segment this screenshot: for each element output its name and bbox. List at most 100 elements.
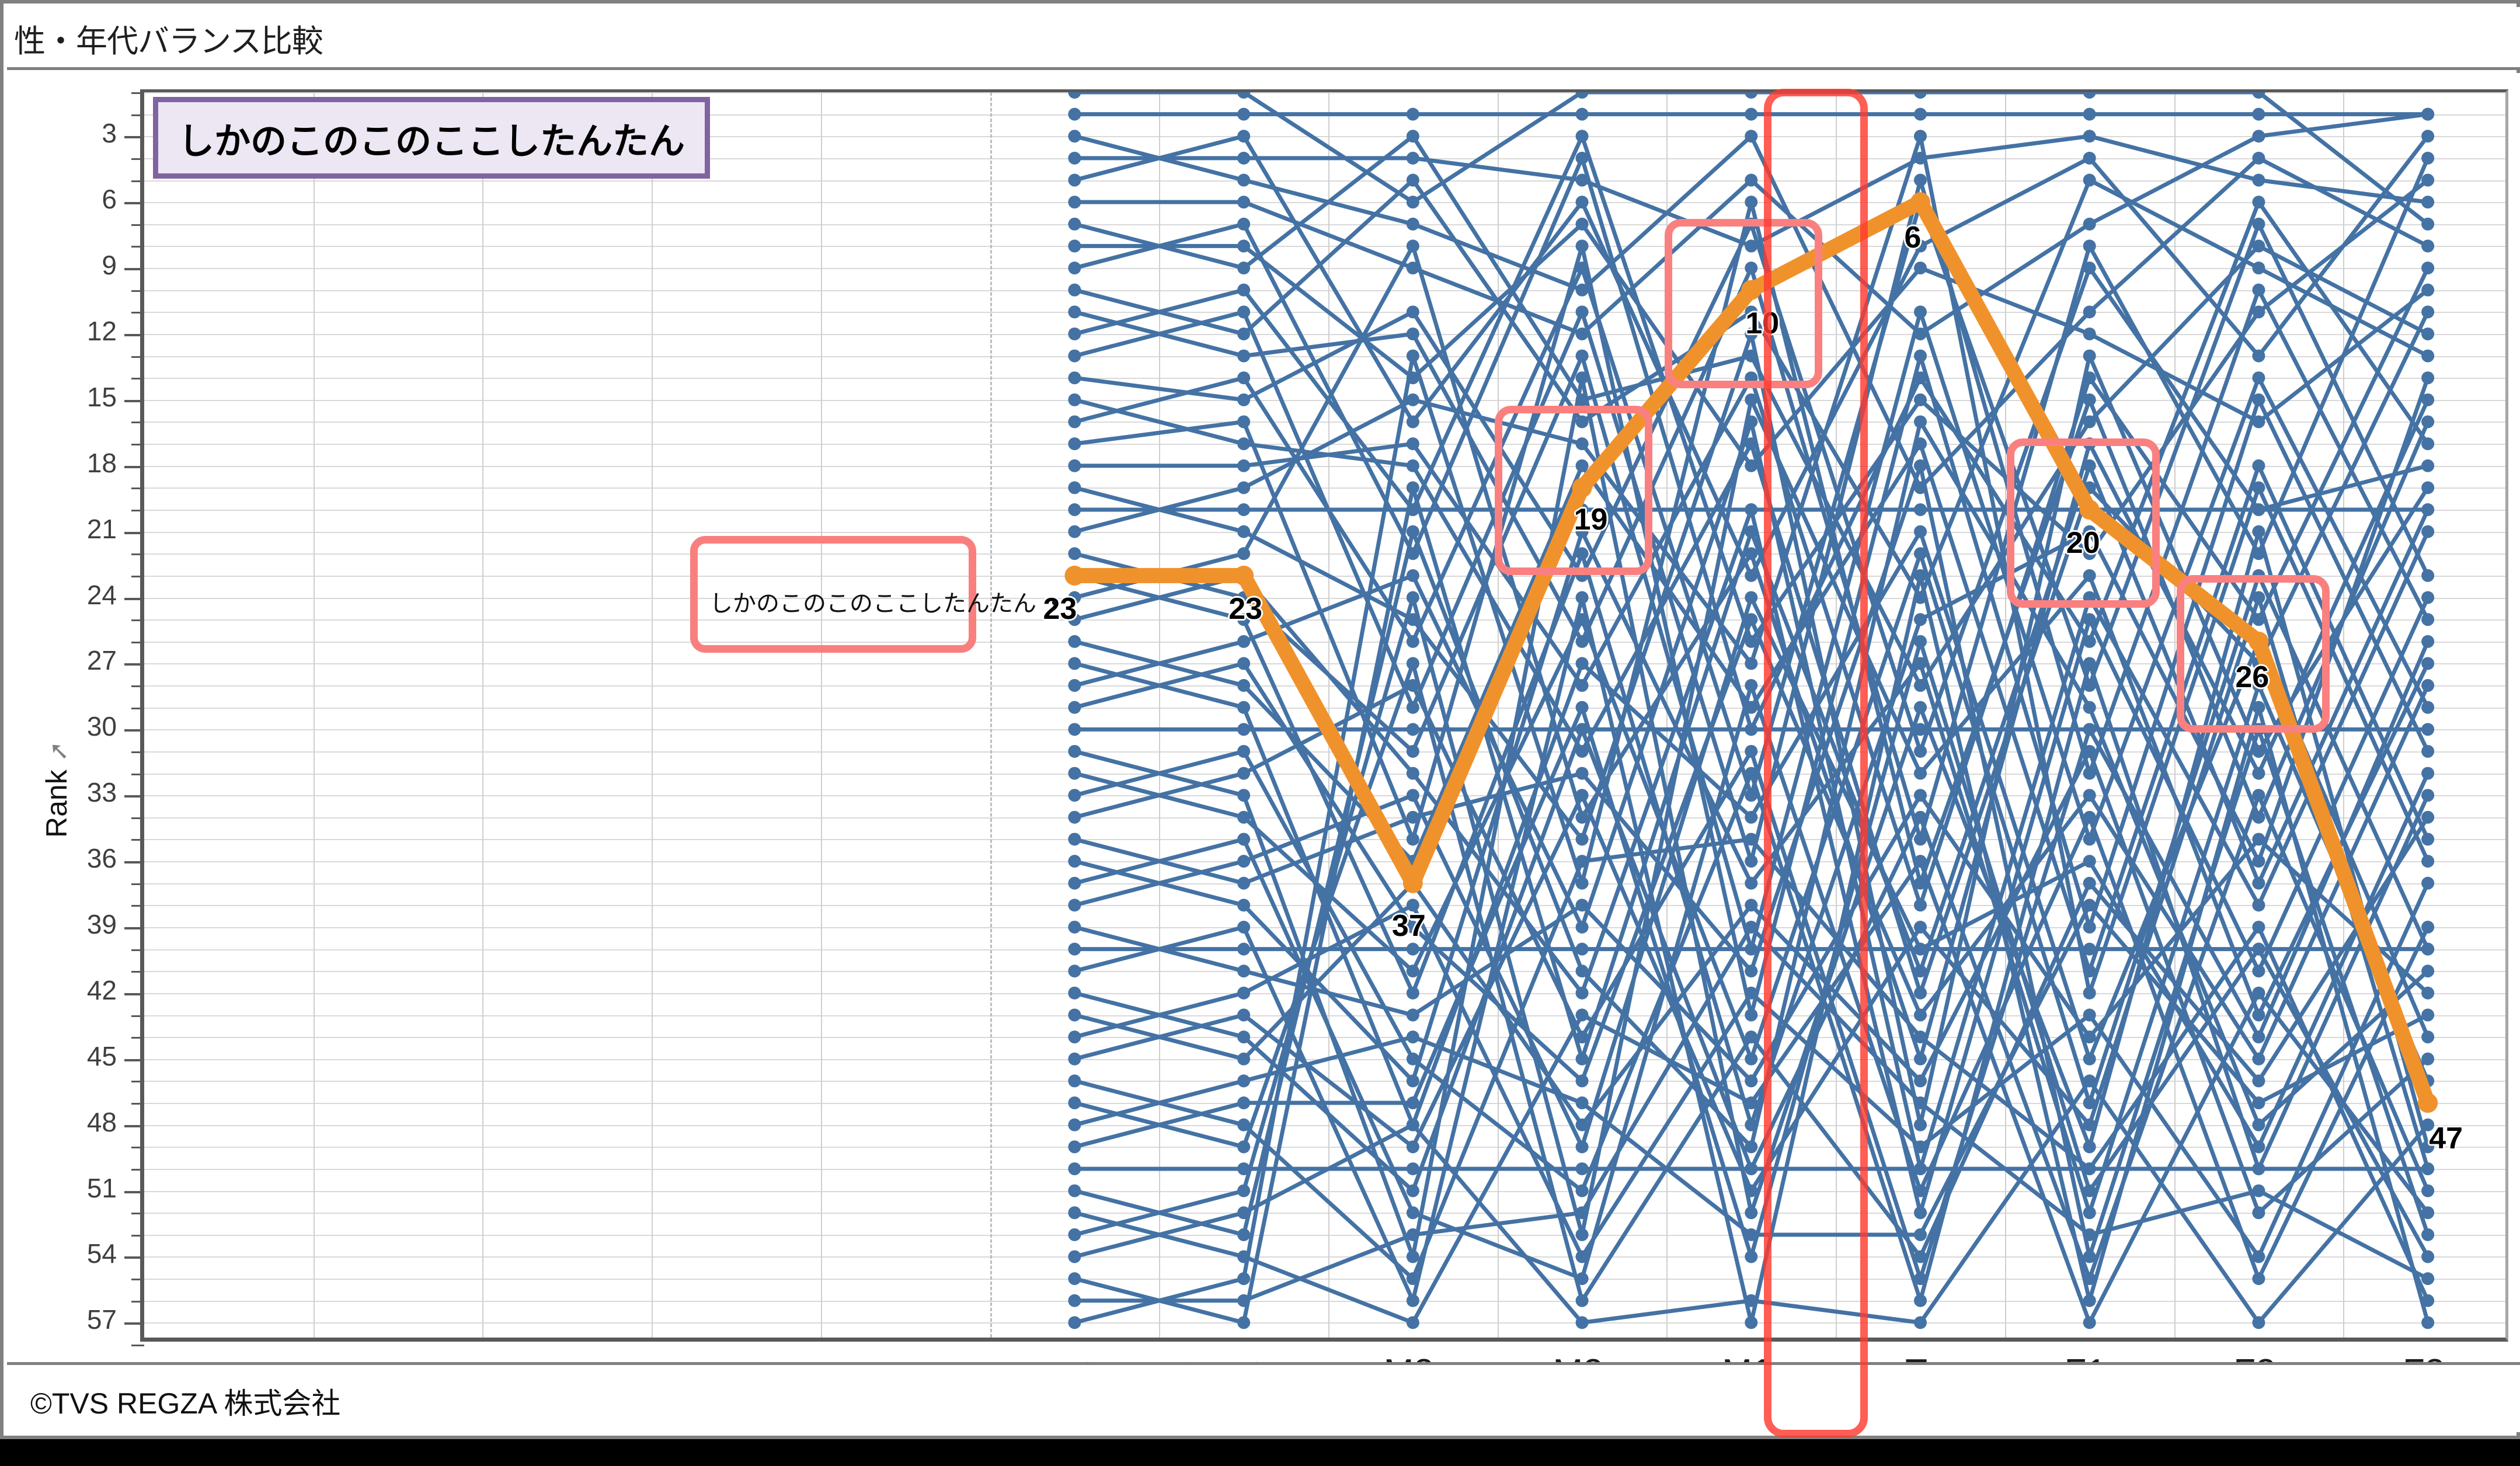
series-lines-svg	[1064, 92, 2438, 1329]
background-series-marker	[2083, 1030, 2096, 1044]
highlight-series-marker	[1741, 280, 1762, 300]
background-series-marker	[1745, 327, 1758, 340]
background-series-marker	[1237, 964, 1251, 978]
chart-area: Rank ➚ 3 6 9 12 15 18 21 24 27 30 33 36 39 42 45 48 51 54…	[7, 73, 2520, 1399]
background-series-marker	[2252, 481, 2265, 495]
background-series-marker	[1237, 679, 1251, 692]
background-series-marker	[1575, 810, 1589, 824]
background-series-marker	[1237, 789, 1251, 802]
background-series-marker	[1914, 876, 1927, 890]
background-series-marker	[1068, 349, 1081, 363]
background-series-marker	[2083, 92, 2096, 99]
background-series-marker	[1237, 986, 1251, 1000]
background-series-marker	[1237, 393, 1251, 406]
background-series-marker	[2421, 503, 2435, 516]
background-series-marker	[1914, 262, 1927, 275]
background-series-marker	[1745, 855, 1758, 868]
background-series-marker	[1406, 327, 1419, 340]
background-series-marker	[2252, 415, 2265, 429]
background-series-marker	[1237, 1074, 1251, 1088]
background-series-line	[1072, 925, 2430, 1303]
background-series-marker	[2083, 437, 2096, 451]
background-series-marker	[2252, 525, 2265, 538]
y-tick-minor	[131, 224, 144, 226]
background-series-marker	[1406, 744, 1419, 758]
background-series-marker	[1237, 833, 1251, 846]
background-series-marker	[2083, 986, 2096, 1000]
background-series-marker	[1914, 415, 1927, 429]
y-tick-minor	[131, 246, 144, 248]
y-tick-minor	[131, 1015, 144, 1017]
background-series-marker	[1745, 657, 1758, 670]
background-series-marker	[1237, 1096, 1251, 1110]
background-series-marker	[1914, 130, 1927, 143]
background-series-marker	[1237, 855, 1251, 868]
background-series-marker	[1575, 217, 1589, 231]
background-series-marker	[2421, 744, 2435, 758]
background-series-marker	[1575, 1118, 1589, 1131]
background-series-marker	[1068, 437, 1081, 451]
background-series-marker	[1068, 393, 1081, 406]
background-series-marker	[2252, 1162, 2265, 1175]
background-series-marker	[2421, 239, 2435, 253]
gridline-h	[144, 465, 2505, 467]
background-series-marker	[2252, 1184, 2265, 1197]
background-series-marker	[1068, 196, 1081, 209]
y-tick-minor	[131, 707, 144, 709]
background-series-marker	[2252, 569, 2265, 582]
gridline-h	[144, 1124, 2505, 1126]
y-axis-arrow-icon: ➚	[44, 741, 72, 762]
background-series-marker	[2083, 1184, 2096, 1197]
background-series-marker	[1745, 1052, 1758, 1065]
y-tick-minor	[131, 553, 144, 556]
y-tick-major	[124, 993, 144, 995]
background-series-marker	[1068, 767, 1081, 780]
background-series-marker	[2252, 876, 2265, 890]
highlight-series-marker	[1064, 565, 1085, 586]
background-series-marker	[1745, 635, 1758, 648]
background-series-marker	[1406, 1162, 1419, 1175]
background-series-marker	[1237, 305, 1251, 319]
background-series-marker	[2421, 305, 2435, 319]
gridline-h	[144, 1300, 2505, 1302]
highlight-series-marker	[1910, 192, 1930, 213]
y-tick-minor	[131, 92, 144, 94]
background-series-marker	[1745, 1184, 1758, 1197]
slide-header: 性・年代バランス比較	[7, 7, 2520, 70]
background-series-marker	[2421, 613, 2435, 626]
gridline-h	[144, 751, 2505, 753]
background-series-marker	[2252, 173, 2265, 187]
background-series-marker	[2252, 196, 2265, 209]
background-series-marker	[1914, 964, 1927, 978]
background-series-marker	[1237, 437, 1251, 451]
y-tick-label: 9	[102, 250, 117, 281]
background-series-marker	[1406, 810, 1419, 824]
background-series-marker	[1237, 701, 1251, 714]
gridline-v	[820, 92, 822, 1338]
background-series-marker	[1406, 942, 1419, 956]
background-series-marker	[2252, 964, 2265, 978]
background-series-marker	[1237, 1272, 1251, 1286]
background-series-marker	[2083, 1008, 2096, 1022]
y-tick-minor	[131, 949, 144, 951]
y-tick-minor	[131, 817, 144, 819]
background-series-marker	[1068, 1228, 1081, 1241]
background-series-marker	[2421, 679, 2435, 692]
gridline-v	[1666, 92, 1668, 1338]
y-tick-label: 18	[86, 447, 117, 478]
background-series-marker	[1745, 1008, 1758, 1022]
background-series-marker	[1406, 1250, 1419, 1263]
background-series-marker	[2252, 262, 2265, 275]
highlight-series-marker	[2418, 1093, 2438, 1113]
background-series-marker	[1575, 239, 1589, 253]
page-title: 性・年代バランス比較	[14, 24, 323, 59]
background-series-marker	[1068, 503, 1081, 516]
background-series-marker	[1237, 459, 1251, 472]
y-tick-label: 15	[86, 381, 117, 412]
gridline-h	[144, 422, 2505, 423]
background-series-marker	[2252, 1206, 2265, 1220]
background-series-marker	[1575, 876, 1589, 890]
background-series-marker	[1068, 986, 1081, 1000]
background-series-marker	[2083, 1140, 2096, 1154]
